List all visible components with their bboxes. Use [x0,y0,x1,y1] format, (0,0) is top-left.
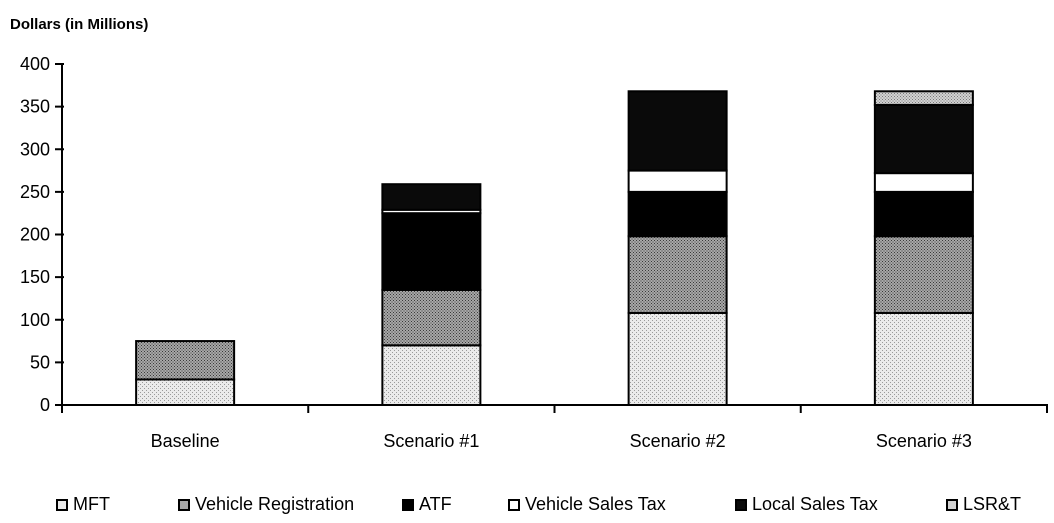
legend-label: LSR&T [963,494,1022,514]
y-tick-label: 250 [20,182,50,202]
bar-segment [627,235,728,314]
bar-segment [381,288,482,347]
legend-label: Vehicle Registration [195,494,355,514]
bar-segment [135,340,236,381]
bar-segment [873,103,974,175]
bar-segment [627,190,728,238]
bar-segment [381,212,482,291]
y-tick-label: 200 [20,225,50,245]
y-tick-label: 150 [20,267,50,287]
legend-swatch [508,498,520,511]
legend: MFT Vehicle Registration ATF Vehicle Sales … [0,494,1054,520]
bar-segment [381,183,482,211]
bar-segment [381,344,482,407]
x-tick-label: Baseline [151,431,220,451]
bar-segment [873,235,974,314]
y-tick-label: 100 [20,310,50,330]
legend-label: MFT [73,494,110,514]
y-tick-label: 350 [20,97,50,117]
legend-swatch [735,498,747,511]
legend-swatch [178,498,190,511]
legend-item: ATF [402,494,452,515]
y-tick-label: 300 [20,139,50,159]
x-tick-label: Scenario #2 [630,431,726,451]
bar-segment [627,90,728,172]
bar-segment [627,311,728,406]
legend-item: MFT [56,494,110,515]
legend-label: ATF [419,494,452,514]
legend-item: Local Sales Tax [735,494,878,515]
y-tick-label: 0 [40,395,50,415]
legend-label: Local Sales Tax [752,494,878,514]
legend-item: Vehicle Registration [178,494,354,515]
legend-label: Vehicle Sales Tax [525,494,666,514]
y-tick-label: 400 [20,54,50,74]
bar-segment [135,378,236,406]
bar-segment [873,90,974,106]
x-tick-label: Scenario #3 [876,431,972,451]
legend-item: Vehicle Sales Tax [508,494,666,515]
legend-swatch [402,498,414,511]
y-axis-title: Dollars (in Millions) [10,16,149,33]
bar-segment [873,311,974,406]
legend-item: LSR&T [946,494,1021,515]
legend-swatch [56,498,68,511]
bar-segment [873,172,974,193]
bar-segment [627,169,728,193]
bar-segment [873,190,974,238]
y-tick-label: 50 [30,352,50,372]
x-tick-label: Scenario #1 [383,431,479,451]
legend-swatch [946,498,958,511]
